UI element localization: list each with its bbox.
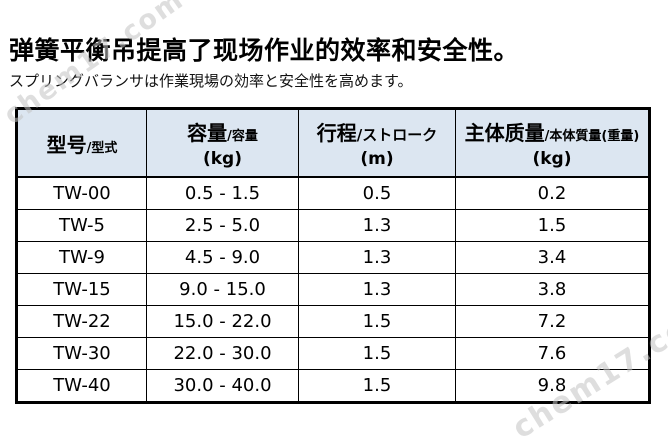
- table-row: TW-9 4.5 - 9.0 1.3 3.4: [16, 241, 650, 274]
- header-capacity-sub: /容量: [227, 129, 258, 144]
- cell-stroke: 1.3: [298, 241, 456, 274]
- header-weight-sub: /本体質量(重量): [544, 129, 640, 144]
- cell-capacity: 4.5 - 9.0: [146, 241, 299, 274]
- cell-model: TW-9: [16, 241, 147, 274]
- table-row: TW-40 30.0 - 40.0 1.5 9.8: [16, 369, 650, 403]
- header-capacity-main: 容量: [187, 121, 228, 145]
- cell-weight: 3.4: [455, 241, 650, 274]
- table-row: TW-00 0.5 - 1.5 0.5 0.2: [16, 176, 650, 210]
- cell-stroke: 1.5: [298, 369, 456, 403]
- cell-stroke: 1.3: [298, 209, 456, 242]
- spec-table: 型号/型式 容量/容量 (kg) 行程/ストローク (m) 主体质量/本体質量(…: [15, 107, 651, 404]
- header-capacity: 容量/容量 (kg): [146, 108, 299, 178]
- header-weight-main: 主体质量: [464, 121, 545, 145]
- cell-weight: 3.8: [455, 273, 650, 306]
- cell-model: TW-22: [16, 305, 147, 338]
- table-row: TW-15 9.0 - 15.0 1.3 3.8: [16, 273, 650, 306]
- cell-capacity: 30.0 - 40.0: [146, 369, 299, 403]
- header-weight-unit: (kg): [532, 149, 572, 169]
- cell-stroke: 0.5: [298, 176, 456, 210]
- page-title: 弹簧平衡吊提高了现场作业的效率和安全性。: [9, 36, 520, 65]
- cell-weight: 0.2: [455, 176, 650, 210]
- header-model: 型号/型式: [16, 108, 147, 178]
- header-model-sub: /型式: [86, 140, 118, 156]
- header-weight: 主体质量/本体質量(重量) (kg): [455, 108, 650, 178]
- cell-stroke: 1.5: [298, 305, 456, 338]
- header-stroke-sub: /ストローク: [356, 126, 438, 144]
- cell-capacity: 9.0 - 15.0: [146, 273, 299, 306]
- table-row: TW-5 2.5 - 5.0 1.3 1.5: [16, 209, 650, 242]
- table-row: TW-30 22.0 - 30.0 1.5 7.6: [16, 337, 650, 370]
- cell-capacity: 0.5 - 1.5: [146, 176, 299, 210]
- cell-capacity: 15.0 - 22.0: [146, 305, 299, 338]
- cell-model: TW-30: [16, 337, 147, 370]
- table-row: TW-22 15.0 - 22.0 1.5 7.2: [16, 305, 650, 338]
- header-stroke: 行程/ストローク (m): [298, 108, 456, 178]
- cell-capacity: 22.0 - 30.0: [146, 337, 299, 370]
- header-stroke-main: 行程: [316, 121, 357, 145]
- header-model-main: 型号: [46, 132, 87, 157]
- cell-capacity: 2.5 - 5.0: [146, 209, 299, 242]
- cell-model: TW-40: [16, 369, 147, 403]
- header-row: 型号/型式 容量/容量 (kg) 行程/ストローク (m) 主体质量/本体質量(…: [16, 108, 650, 178]
- cell-weight: 7.2: [455, 305, 650, 338]
- cell-stroke: 1.3: [298, 273, 456, 306]
- cell-weight: 1.5: [455, 209, 650, 242]
- cell-model: TW-5: [16, 209, 147, 242]
- header-stroke-unit: (m): [360, 149, 394, 169]
- cell-model: TW-15: [16, 273, 147, 306]
- cell-weight: 7.6: [455, 337, 650, 370]
- cell-model: TW-00: [16, 176, 147, 210]
- cell-weight: 9.8: [455, 369, 650, 403]
- cell-stroke: 1.5: [298, 337, 456, 370]
- page-subtitle: スプリングバランサは作業現場の効率と安全性を高めます。: [9, 72, 413, 90]
- header-capacity-unit: (kg): [202, 149, 242, 169]
